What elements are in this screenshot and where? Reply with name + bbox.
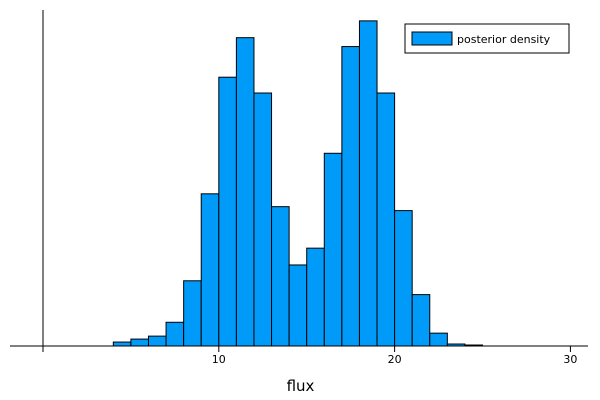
x-axis-title: flux: [287, 377, 315, 395]
histogram-bar: [271, 206, 290, 347]
bars-layer: [112, 20, 484, 347]
histogram-bar: [165, 321, 185, 347]
histogram-bar: [429, 332, 448, 347]
histogram-bar: [306, 247, 325, 347]
histogram-bar: [394, 210, 413, 347]
legend: posterior density: [404, 23, 570, 54]
histogram-bar: [341, 46, 360, 347]
histogram-bar: [235, 37, 255, 347]
histogram-bar: [358, 20, 378, 347]
x-ticks-layer: 10 20 30: [42, 346, 577, 366]
x-tick-label: 10: [212, 353, 226, 366]
x-tick-label: 20: [388, 353, 402, 366]
x-tick-label: 30: [563, 353, 577, 366]
legend-swatch: [411, 31, 453, 46]
histogram-bar: [411, 294, 431, 347]
histogram-bar: [147, 335, 167, 347]
histogram-bar: [323, 152, 343, 347]
histogram-bar: [130, 338, 149, 347]
histogram-bar: [253, 92, 273, 347]
histogram-bar: [183, 280, 202, 347]
histogram-bar: [288, 264, 308, 347]
histogram-bar: [200, 193, 220, 347]
legend-label: posterior density: [457, 33, 551, 46]
histogram-bar: [112, 341, 132, 347]
histogram-bar: [376, 92, 396, 347]
histogram-bar: [218, 76, 237, 347]
